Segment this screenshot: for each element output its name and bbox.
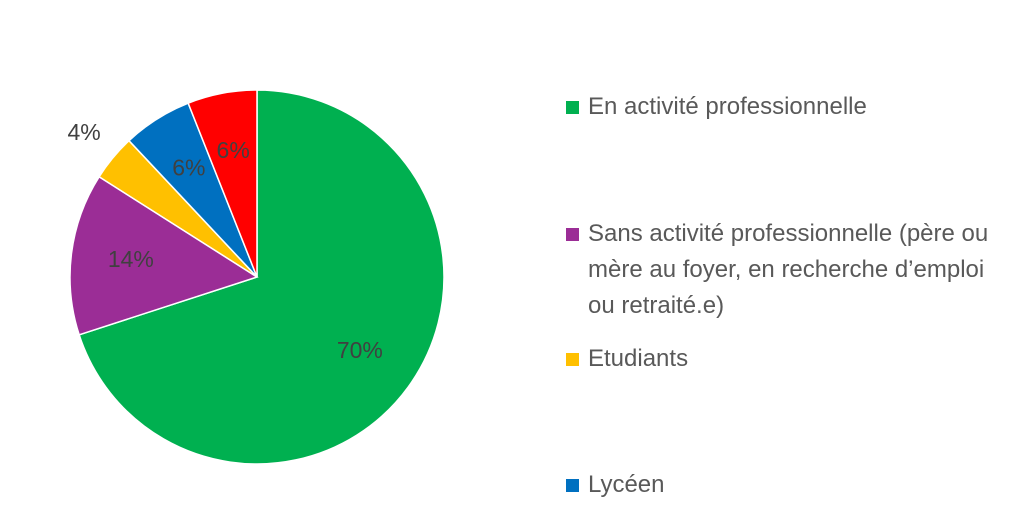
legend-label: Etudiants xyxy=(588,345,689,372)
legend-item: En activité professionnelle xyxy=(566,89,1016,125)
pie-slice xyxy=(187,89,258,278)
pie-slice xyxy=(78,89,445,465)
data-label: 6% xyxy=(217,137,250,163)
legend-swatch xyxy=(566,353,579,366)
legend-label: En activité professionnelle xyxy=(588,93,867,120)
pie-slice xyxy=(69,175,259,336)
legend-item: Lycéen xyxy=(566,467,1016,503)
legend-swatch xyxy=(566,101,579,114)
legend-swatch xyxy=(566,228,579,241)
data-label: 6% xyxy=(172,155,205,181)
legend-label: Sans activité professionnelle (père ou m… xyxy=(588,220,989,319)
data-label: 14% xyxy=(108,246,154,272)
legend-swatch xyxy=(566,479,579,492)
data-label: 70% xyxy=(337,337,383,363)
legend-label: Lycéen xyxy=(588,471,665,498)
data-label: 4% xyxy=(67,119,100,145)
legend-item: Etudiants xyxy=(566,341,1016,377)
legend-item: Sans activité professionnelle (père ou m… xyxy=(566,216,1016,324)
